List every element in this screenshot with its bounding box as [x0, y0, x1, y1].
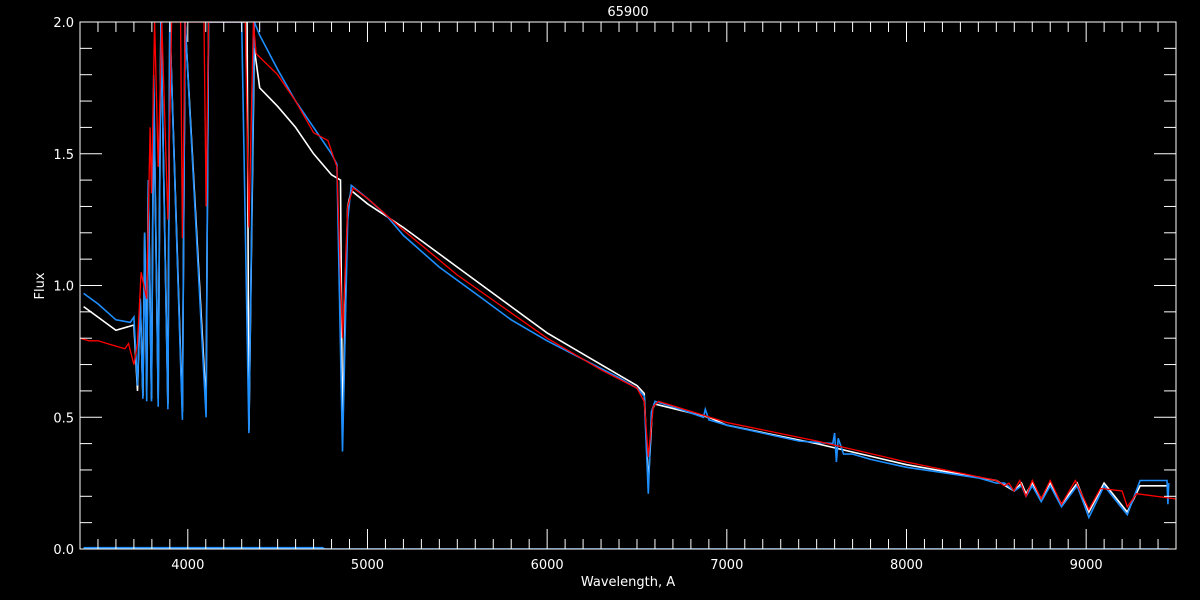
spectrum-series-4	[83, 546, 1169, 549]
x-tick-label: 6000	[531, 558, 564, 573]
y-axis-label: Flux	[33, 272, 48, 299]
x-tick-label: 9000	[1070, 558, 1103, 573]
spectrum-series-3	[80, 22, 1176, 511]
x-axis-label: Wavelength, A	[581, 575, 675, 590]
y-tick-label: 0.0	[53, 543, 74, 558]
x-tick-label: 5000	[351, 558, 384, 573]
y-tick-label: 2.0	[53, 16, 74, 31]
y-tick-label: 0.5	[53, 411, 74, 426]
y-tick-label: 1.5	[53, 148, 74, 163]
plot-frame	[79, 21, 1177, 550]
chart-title: 65900	[607, 5, 648, 20]
y-tick-label: 1.0	[53, 280, 74, 295]
x-tick-label: 4000	[171, 558, 204, 573]
x-tick-label: 7000	[710, 558, 743, 573]
series-group	[80, 22, 1176, 549]
x-tick-label: 8000	[890, 558, 923, 573]
axes-group: 4000 5000 6000 7000 8000 9000 0.0 0.5 1.0 1.5 2.0	[53, 16, 1177, 573]
